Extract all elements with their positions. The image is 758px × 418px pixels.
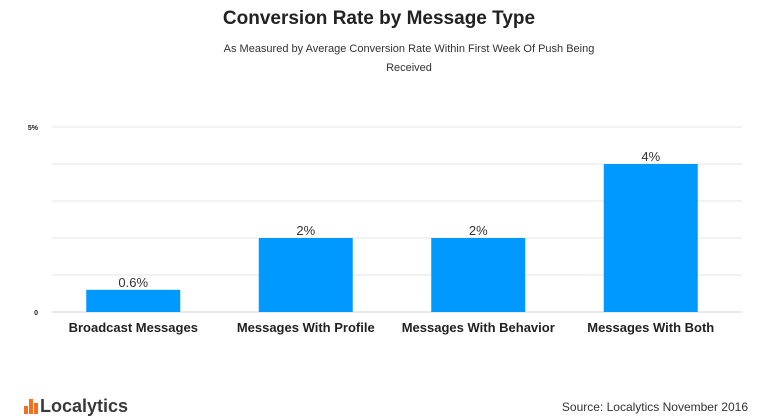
bar bbox=[603, 164, 698, 312]
localytics-logo: Localytics bbox=[24, 396, 128, 416]
data-label: 2% bbox=[296, 223, 315, 238]
data-label: 0.6% bbox=[118, 275, 148, 290]
bar bbox=[86, 289, 181, 312]
chart-title: Conversion Rate by Message Type bbox=[222, 8, 536, 29]
bar bbox=[431, 238, 526, 312]
data-label: 4% bbox=[641, 149, 660, 164]
y-tick-label: 0 bbox=[34, 310, 38, 317]
source-note: Source: Localytics November 2016 bbox=[561, 400, 748, 414]
y-tick-label: 5% bbox=[28, 125, 39, 132]
category-label: Broadcast Messages bbox=[69, 320, 198, 335]
category-label: Messages With Behavior bbox=[402, 320, 555, 335]
chart-subtitle: As Measured by Average Conversion Rate W… bbox=[223, 43, 595, 74]
category-label: Messages With Profile bbox=[237, 320, 375, 335]
data-label: 2% bbox=[469, 223, 488, 238]
logo-bars-icon bbox=[24, 398, 38, 414]
bar bbox=[258, 238, 353, 312]
logo-text: Localytics bbox=[40, 395, 129, 416]
category-label: Messages With Both bbox=[587, 320, 714, 335]
